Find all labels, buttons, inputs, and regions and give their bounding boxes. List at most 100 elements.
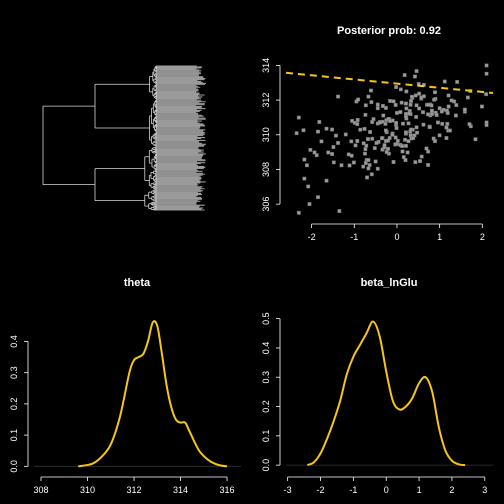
scatter-point <box>351 160 356 165</box>
beta-y-tick-label: 0.0 <box>261 459 271 472</box>
scatter-point <box>347 163 352 168</box>
beta-y-tick-label: 0.5 <box>261 312 271 325</box>
scatter-point <box>445 111 450 115</box>
scatter-y-tick-label: 314 <box>261 58 271 73</box>
scatter-point <box>383 128 388 133</box>
scatter-point <box>411 136 416 140</box>
scatter-point <box>336 94 340 99</box>
scatter-point <box>361 164 366 169</box>
theta-y-tick-label: 0.0 <box>9 460 19 473</box>
beta-panel: beta_lnGlu -3 -2 -1 0 1 2 3 0.0 0.1 0.2 0.3 0.4 0.5 <box>261 277 493 495</box>
beta-x-tick-label: 0 <box>384 485 389 495</box>
scatter-point <box>414 115 419 119</box>
scatter-point <box>363 151 367 156</box>
scatter-point <box>375 166 380 171</box>
theta-x-tick-label: 316 <box>220 485 235 495</box>
scatter-point <box>334 133 338 138</box>
scatter-point <box>404 130 408 135</box>
scatter-point <box>390 132 395 137</box>
scatter-point <box>386 138 390 143</box>
scatter-point <box>355 122 360 126</box>
scatter-point <box>413 93 418 98</box>
scatter-point <box>393 135 398 140</box>
beta-y-tick-label: 0.3 <box>261 371 271 384</box>
scatter-point <box>381 113 386 118</box>
scatter-point <box>393 103 398 107</box>
scatter-point <box>432 97 437 102</box>
beta-x-tick-label: -1 <box>349 485 357 495</box>
scatter-point <box>330 127 334 132</box>
scatter-y-tick-label: 310 <box>261 127 271 142</box>
scatter-point <box>324 178 329 183</box>
scatter-point <box>484 122 489 127</box>
scatter-point <box>437 133 442 138</box>
scatter-point <box>375 106 380 111</box>
theta-y-tick-label: 0.1 <box>9 429 19 442</box>
scatter-point <box>366 137 370 142</box>
scatter-point <box>446 93 451 98</box>
scatter-y-tick-label: 306 <box>261 197 271 212</box>
scatter-point <box>307 202 312 207</box>
beta-x-tick-label: -2 <box>316 485 324 495</box>
scatter-point <box>369 172 374 177</box>
scatter-point <box>442 79 447 84</box>
scatter-point <box>363 103 368 108</box>
scatter-point <box>427 125 432 130</box>
scatter-point <box>296 115 301 120</box>
scatter-point <box>465 95 470 100</box>
scatter-point <box>362 126 367 131</box>
scatter-point <box>426 149 431 154</box>
scatter-point <box>316 195 320 200</box>
scatter-point <box>445 121 450 126</box>
beta-x-tick-label: -3 <box>284 485 292 495</box>
scatter-point <box>306 184 311 189</box>
scatter-fit-line <box>285 71 494 94</box>
scatter-point <box>414 103 419 108</box>
scatter-point <box>336 141 340 145</box>
scatter-point <box>446 104 451 109</box>
scatter-point <box>366 166 371 171</box>
scatter-point <box>404 112 408 116</box>
scatter-point <box>317 120 322 124</box>
scatter-point <box>305 163 309 168</box>
scatter-panel: Posterior prob: 0.92 -2 -1 0 1 2 306 308 310 312… <box>261 25 494 242</box>
scatter-point <box>302 176 307 181</box>
scatter-point <box>455 79 460 84</box>
scatter-point <box>394 120 399 125</box>
scatter-point <box>399 100 404 105</box>
scatter-point <box>373 159 378 164</box>
scatter-point <box>473 137 478 142</box>
scatter-point <box>426 112 431 117</box>
scatter-point <box>366 158 371 162</box>
scatter-y-tick-label: 312 <box>261 93 271 108</box>
scatter-point <box>480 104 484 109</box>
scatter-point <box>401 155 406 160</box>
scatter-point <box>319 139 324 144</box>
scatter-point <box>408 102 413 107</box>
scatter-point <box>331 145 336 149</box>
scatter-x-tick-label: 2 <box>480 232 485 242</box>
scatter-x-tick-label: 1 <box>437 232 442 242</box>
scatter-point <box>421 110 425 115</box>
scatter-point <box>484 71 489 76</box>
scatter-point <box>355 139 360 143</box>
beta-x-tick-label: 2 <box>449 485 454 495</box>
scatter-point <box>412 74 417 79</box>
scatter-point <box>403 137 407 142</box>
beta-title: beta_lnGlu <box>361 277 418 289</box>
scatter-point <box>312 150 317 155</box>
theta-y-tick-label: 0.4 <box>9 335 19 348</box>
scatter-point <box>368 130 372 134</box>
scatter-point <box>426 163 431 167</box>
scatter-point <box>349 153 354 158</box>
theta-y-tick-label: 0.2 <box>9 398 19 411</box>
beta-x-tick-label: 3 <box>482 485 487 495</box>
scatter-point <box>405 150 410 155</box>
scatter-point <box>296 210 301 215</box>
scatter-point <box>404 143 408 148</box>
scatter-point <box>402 73 407 78</box>
scatter-point <box>415 130 419 135</box>
scatter-point <box>398 110 403 114</box>
theta-panel: theta 308 310 312 314 316 0.0 0.1 0.2 0.3 0.4 <box>9 277 241 495</box>
